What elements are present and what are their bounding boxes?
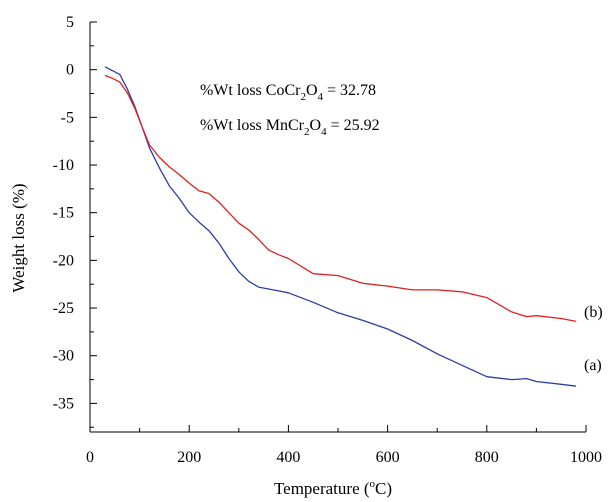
x-tick-label: 200 xyxy=(177,449,201,466)
annotation-mncr2o4: %Wt loss MnCr2O4 = 25.92 xyxy=(200,117,380,138)
y-tick-label: -25 xyxy=(53,300,74,317)
ticks: 5 0 -5 -10 -15 -20 -25 -30 -35 0 200 400 600 800 1000 xyxy=(53,14,602,466)
x-axis-title: Temperature (oC) xyxy=(274,478,392,498)
series-label-a: (a) xyxy=(584,357,602,374)
series-line-b xyxy=(104,74,577,323)
series-label-b: (b) xyxy=(584,304,603,321)
y-tick-label: -10 xyxy=(53,157,74,174)
series-line-a xyxy=(104,66,577,387)
x-tick-label: 800 xyxy=(475,449,499,466)
y-tick-label: -30 xyxy=(53,348,74,365)
y-tick-label: -15 xyxy=(53,205,74,222)
y-tick-label: -35 xyxy=(53,395,74,412)
x-tick-label: 1000 xyxy=(570,449,602,466)
y-tick-label: 5 xyxy=(66,14,74,31)
y-tick-label: -20 xyxy=(53,252,74,269)
x-tick-label: 600 xyxy=(376,449,400,466)
annotation-cocr2o4: %Wt loss CoCr2O4 = 32.78 xyxy=(200,82,376,103)
x-tick-label: 0 xyxy=(86,449,94,466)
y-axis-title: Weight loss (%) xyxy=(9,183,28,292)
x-tick-label: 400 xyxy=(276,449,300,466)
series-group xyxy=(104,66,577,387)
y-tick-label: 0 xyxy=(66,62,74,79)
y-tick-label: -5 xyxy=(61,109,74,126)
